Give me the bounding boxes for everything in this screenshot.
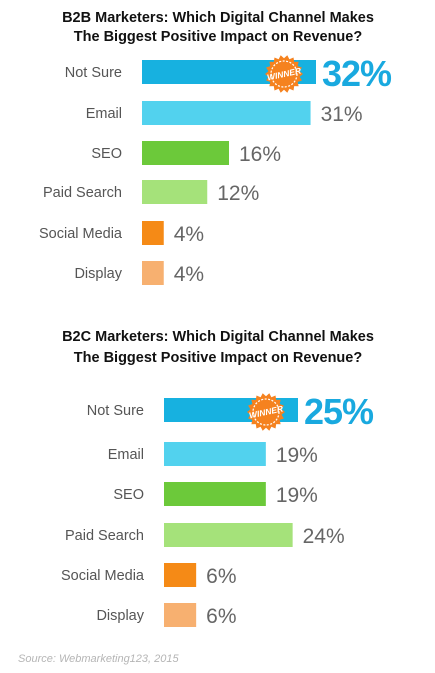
value-label: 19% xyxy=(276,444,318,467)
category-label: Paid Search xyxy=(65,528,144,544)
chart-title-line: B2B Marketers: Which Digital Channel Mak… xyxy=(62,10,374,26)
bar xyxy=(142,221,164,245)
value-label: 4% xyxy=(174,223,204,246)
category-label: SEO xyxy=(113,487,144,503)
value-label: 4% xyxy=(174,263,204,286)
category-label: Paid Search xyxy=(43,185,122,201)
source-note: Source: Webmarketing123, 2015 xyxy=(18,653,179,665)
bar xyxy=(142,261,164,285)
value-label: 6% xyxy=(206,605,236,628)
chart-2: B2C Marketers: Which Digital Channel Mak… xyxy=(61,329,375,628)
category-label: Social Media xyxy=(39,226,123,242)
value-label: 24% xyxy=(303,525,345,548)
bar xyxy=(164,563,197,587)
chart-title-line: The Biggest Positive Impact on Revenue? xyxy=(74,350,363,366)
bar xyxy=(142,101,311,125)
value-label: 31% xyxy=(321,103,363,126)
category-label: Email xyxy=(108,447,144,463)
value-label: 16% xyxy=(239,143,281,166)
bar xyxy=(164,523,293,547)
category-label: Email xyxy=(86,106,122,122)
bar xyxy=(142,180,208,204)
value-label: 6% xyxy=(206,565,236,588)
value-label-highlight: 32% xyxy=(322,53,392,94)
category-label: Social Media xyxy=(61,568,145,584)
bar xyxy=(142,141,229,165)
category-label: Not Sure xyxy=(87,403,144,419)
value-label: 12% xyxy=(217,182,259,205)
category-label: Display xyxy=(96,608,144,624)
value-label: 19% xyxy=(276,484,318,507)
chart-title-line: B2C Marketers: Which Digital Channel Mak… xyxy=(62,329,374,345)
bar xyxy=(164,442,266,466)
category-label: SEO xyxy=(91,146,122,162)
chart-1: B2B Marketers: Which Digital Channel Mak… xyxy=(39,10,393,286)
value-label-highlight: 25% xyxy=(304,391,374,432)
category-label: Not Sure xyxy=(65,65,122,81)
chart-title-line: The Biggest Positive Impact on Revenue? xyxy=(74,29,363,45)
winner-badge-ring xyxy=(270,60,298,88)
bar xyxy=(164,603,197,627)
winner-badge-ring xyxy=(252,398,280,426)
bar xyxy=(164,482,266,506)
category-label: Display xyxy=(74,266,122,282)
